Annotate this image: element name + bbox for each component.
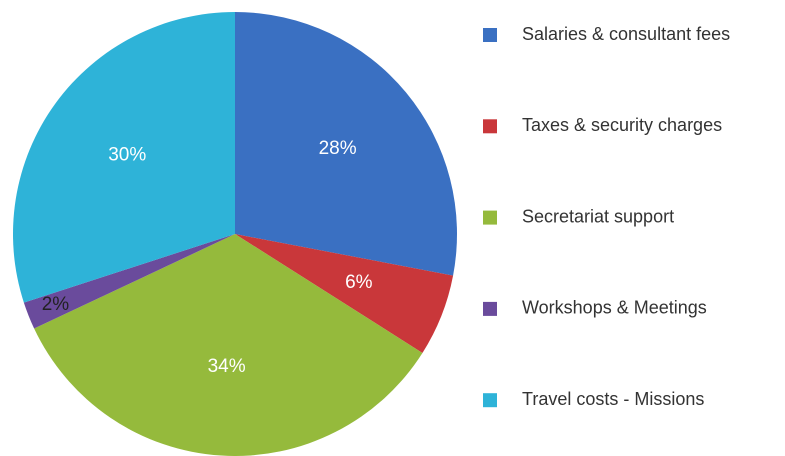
- pie-slice: [235, 234, 454, 353]
- legend-label: Travel costs - Missions: [522, 389, 704, 409]
- slice-label: 28%: [319, 138, 357, 159]
- slice-label: 2%: [42, 294, 70, 315]
- legend-swatch: [483, 119, 497, 134]
- legend-label: Taxes & security charges: [522, 115, 722, 135]
- pie-slice: [34, 234, 423, 456]
- legend-swatch: [483, 210, 497, 225]
- legend-label: Secretariat support: [522, 206, 674, 226]
- legend-swatch: [483, 28, 497, 42]
- pie-slice: [235, 12, 457, 276]
- slice-label: 6%: [345, 272, 373, 293]
- pie-slice: [23, 234, 236, 329]
- slice-label: 34%: [208, 356, 246, 377]
- legend-label: Workshops & Meetings: [522, 298, 707, 318]
- legend-swatch: [483, 301, 497, 316]
- slice-label: 30%: [108, 145, 146, 166]
- legend-swatch: [483, 393, 497, 408]
- legend-label: Salaries & consultant fees: [522, 24, 730, 44]
- pie-slice: [12, 12, 236, 303]
